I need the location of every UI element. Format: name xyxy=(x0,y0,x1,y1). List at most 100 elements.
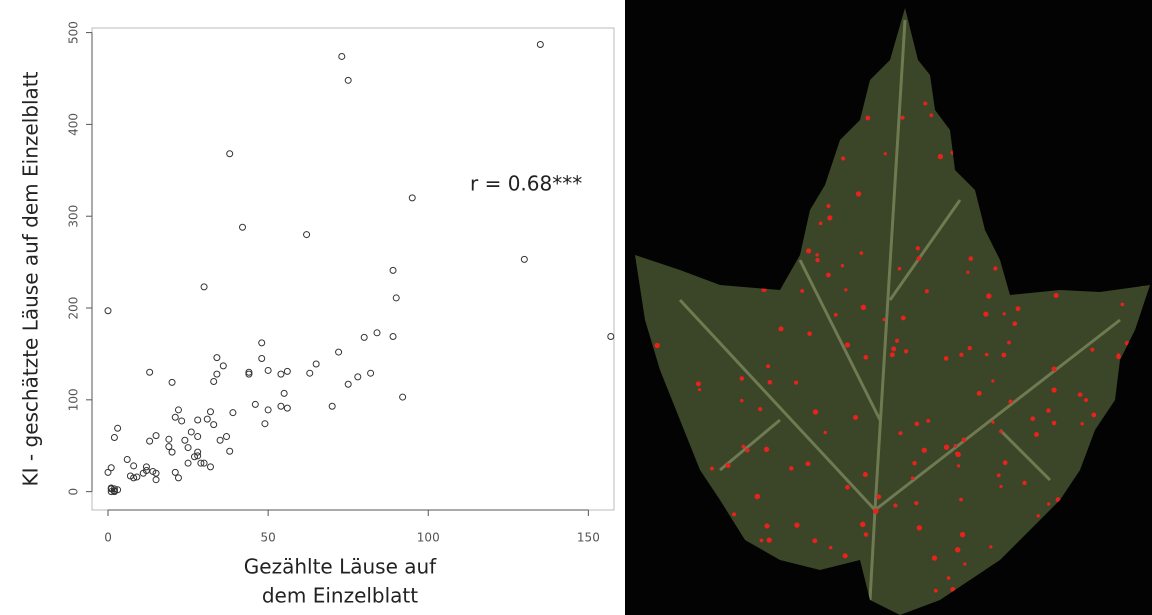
data-point xyxy=(223,433,231,441)
aphid-dot xyxy=(1030,416,1036,422)
aphid-dot xyxy=(914,421,920,427)
data-point xyxy=(130,474,138,482)
annotation: r = 0.68*** xyxy=(470,172,582,196)
aphid-dot xyxy=(1051,387,1057,393)
aphid-dot xyxy=(912,460,917,466)
data-point xyxy=(251,400,259,408)
aphid-dot xyxy=(915,246,921,251)
data-point xyxy=(210,421,218,429)
aphid-dot xyxy=(933,588,938,593)
aphid-dot xyxy=(959,531,966,538)
aphid-dot xyxy=(710,466,714,471)
x-tick-label: 100 xyxy=(417,531,440,545)
data-point xyxy=(219,362,227,370)
aphid-dot xyxy=(741,444,746,449)
aphid-dot xyxy=(1091,412,1097,418)
aphid-dot xyxy=(1053,292,1059,299)
data-point xyxy=(303,231,311,239)
aphid-dot xyxy=(818,221,823,226)
aphid-dot xyxy=(882,318,886,322)
aphid-dot xyxy=(953,443,958,448)
aphid-dot xyxy=(654,342,660,349)
aphid-dot xyxy=(767,379,773,385)
aphid-dot xyxy=(1047,502,1051,506)
data-point xyxy=(213,354,221,362)
data-point xyxy=(174,406,182,414)
data-point xyxy=(194,448,202,456)
aphid-dot xyxy=(900,115,905,120)
data-point xyxy=(194,416,202,424)
aphid-dot xyxy=(996,473,1001,478)
aphid-dot xyxy=(1034,431,1039,437)
aphid-dot xyxy=(826,203,831,209)
aphid-dot xyxy=(758,407,763,412)
aphid-dot xyxy=(763,446,770,452)
x-tick-label: 0 xyxy=(104,531,112,545)
x-tick-label: 50 xyxy=(260,531,275,545)
aphid-dot xyxy=(929,113,934,118)
aphid-dot xyxy=(823,430,827,435)
data-point xyxy=(344,76,352,84)
data-point xyxy=(264,366,272,374)
aphid-dot xyxy=(845,484,850,490)
data-point xyxy=(174,474,182,482)
data-point xyxy=(146,437,154,445)
aphid-dot xyxy=(989,545,993,549)
aphid-dot xyxy=(931,555,938,561)
aphid-dot xyxy=(955,451,961,458)
aphid-dot xyxy=(986,293,992,299)
data-point xyxy=(184,444,192,452)
data-point xyxy=(226,150,234,158)
aphid-dot xyxy=(991,379,995,383)
aphid-dot xyxy=(967,345,972,351)
aphid-dot xyxy=(828,545,833,550)
aphid-dot xyxy=(893,503,898,508)
aphid-dot xyxy=(916,525,923,531)
aphid-dot xyxy=(807,331,812,337)
y-tick-label: 300 xyxy=(67,205,81,228)
data-point xyxy=(210,377,218,385)
aphid-dot xyxy=(946,576,951,580)
chart-background xyxy=(0,0,615,615)
aphid-dot xyxy=(873,508,879,514)
data-point xyxy=(190,453,198,461)
data-point xyxy=(229,409,237,417)
aphid-dot xyxy=(812,538,818,544)
data-point xyxy=(328,402,336,410)
data-point xyxy=(213,370,221,378)
aphid-dot xyxy=(894,338,900,343)
data-point xyxy=(258,339,266,347)
aphid-dot xyxy=(921,447,927,453)
data-point xyxy=(389,332,397,340)
data-point xyxy=(142,467,150,475)
aphid-dot xyxy=(999,484,1003,489)
aphid-dot xyxy=(1002,460,1008,466)
data-point xyxy=(133,473,141,481)
data-point xyxy=(178,417,186,425)
aphid-dot xyxy=(1036,514,1040,518)
data-point xyxy=(520,255,528,263)
data-point xyxy=(408,194,416,202)
data-point xyxy=(104,468,112,476)
aphid-dot xyxy=(805,461,811,467)
aphid-dot xyxy=(766,537,772,543)
data-point xyxy=(239,223,247,231)
data-point xyxy=(360,333,368,341)
aphid-dot xyxy=(806,248,812,254)
aphid-dot xyxy=(991,420,995,424)
data-point xyxy=(258,355,266,363)
data-point xyxy=(200,283,208,291)
caption-box xyxy=(200,606,462,615)
aphid-dot xyxy=(959,352,964,357)
aphid-dot xyxy=(815,253,819,257)
data-point xyxy=(283,404,291,412)
aphid-dot xyxy=(725,463,731,469)
aphid-dot xyxy=(826,272,831,278)
data-point xyxy=(123,456,131,464)
data-point xyxy=(280,389,288,397)
data-point xyxy=(216,436,224,444)
aphid-dot xyxy=(966,270,970,274)
aphid-dot xyxy=(740,398,744,403)
aphid-dot xyxy=(926,418,931,423)
aphid-dot xyxy=(1008,399,1013,404)
